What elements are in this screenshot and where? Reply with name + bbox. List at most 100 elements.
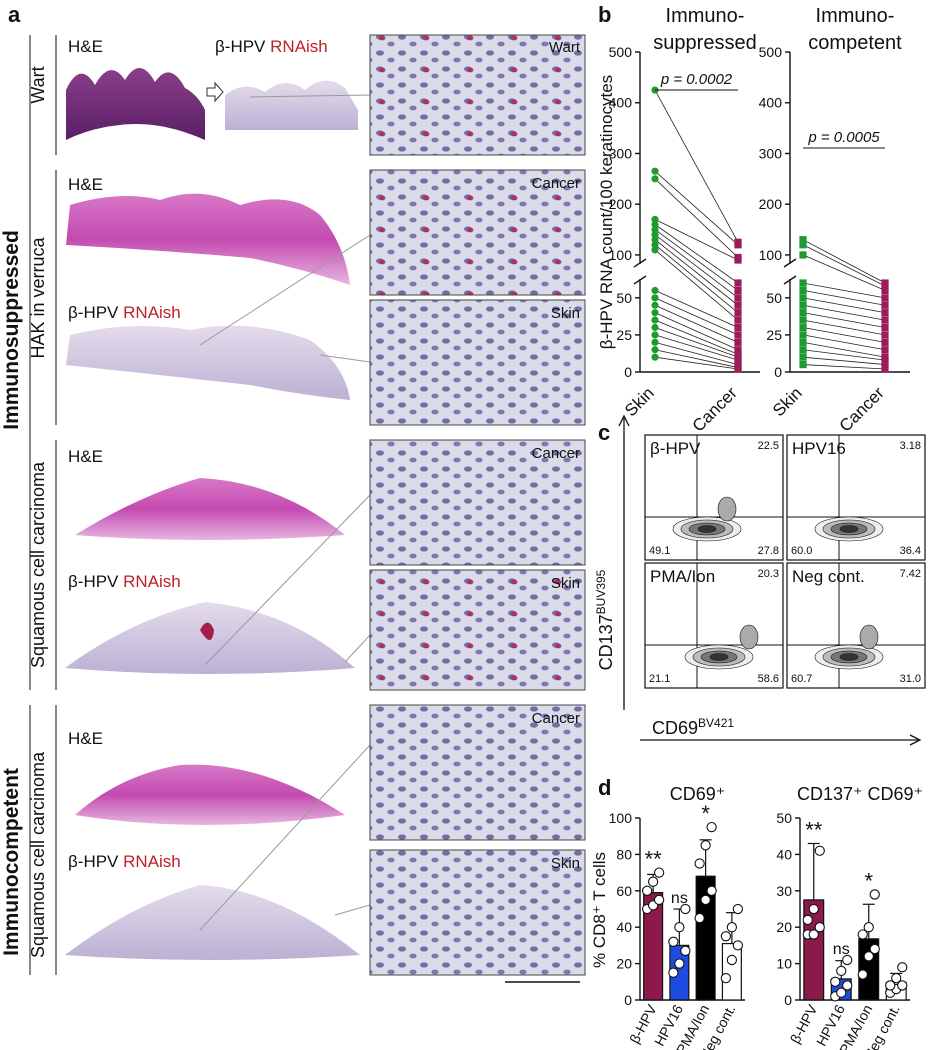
axis-break [633,258,647,268]
stain-label: β-HPV RNAish [215,37,328,56]
pair-line [654,178,739,258]
pair-line [654,334,739,361]
y-tick-label: 40 [616,919,632,935]
y-tick-label: 400 [609,95,633,111]
point [799,241,807,249]
density-contour [739,624,759,650]
flow-plot: β-HPV 22.5 49.1 27.8 [644,434,784,561]
point [734,241,742,249]
stain-text: RNAish [123,852,181,871]
point [647,876,659,887]
point [651,236,659,244]
panel-label: c [598,420,610,445]
point [734,323,742,332]
micrograph [369,34,586,156]
pair-line [802,290,886,306]
point [726,954,738,966]
plot-name: HPV16 [792,439,846,458]
point [734,365,742,373]
point [799,309,807,317]
point [734,346,742,354]
point [706,885,717,896]
stain-spot [200,622,214,640]
point [734,256,742,264]
y-axis-label: % CD8⁺ T cells [590,852,609,968]
plot-name: PMA/Ion [650,567,715,586]
point [881,323,889,332]
point [799,360,807,369]
y-tick-label: 80 [616,846,632,862]
inset-label: Skin [551,305,580,322]
point [799,294,807,302]
point [881,301,889,309]
tissue-image [65,885,360,960]
point [651,241,659,249]
point [726,922,738,933]
stain-text: RNAish [123,303,181,322]
point [651,309,659,317]
tissue-image [66,193,350,285]
row: Squamous cell carcinoma H&E β-HPV RNAish… [28,704,586,983]
density-contour [859,624,879,650]
point [799,251,807,259]
y-tick-label: 300 [609,145,633,161]
point [857,929,868,940]
point [674,922,685,933]
significance: ** [645,847,663,872]
point [881,338,889,346]
axis-label: CD69BV421 [652,716,734,738]
point [814,922,825,933]
quadrant-value: 22.5 [758,440,779,452]
point [881,356,889,364]
pair-line [654,170,739,246]
point [734,356,742,364]
pair-line [802,312,886,328]
point [651,323,659,332]
point [651,215,659,224]
row-label: Squamous cell carcinoma [28,461,48,668]
zoom-line [199,744,371,931]
stain-label: β-HPV RNAish [68,303,181,322]
quadrant-value: 27.8 [758,545,779,557]
plot-name: β-HPV [650,439,701,458]
point [802,914,813,926]
y-tick-label: 0 [774,364,782,380]
quadrant-value: 7.42 [900,568,921,580]
point [734,338,742,346]
tissue-image [75,764,345,825]
y-tick-label: 10 [776,956,792,972]
flow-plot: Neg cont. 7.42 60.7 31.0 [786,562,926,689]
y-tick-label: 30 [776,883,792,899]
quadrant-value: 49.1 [649,545,670,557]
point [799,279,807,287]
point [694,912,705,924]
chart-title: competent [808,32,902,54]
density-contour [839,525,859,533]
quadrant-value: 58.6 [758,673,779,685]
point [885,980,896,991]
group-label: Immunocompetent [0,768,23,956]
quadrant-value: 60.7 [791,673,812,685]
flow-plot: HPV16 3.18 60.0 36.4 [786,434,926,561]
micrograph [369,299,586,426]
y-tick-label: 200 [759,196,783,212]
chart-title: Immuno- [666,5,745,27]
point [869,943,880,955]
pair-line [654,341,739,365]
x-tick-label: Cancer [836,383,888,435]
pair-line [802,297,886,314]
chart-title: CD137⁺ CD69⁺ [797,784,923,804]
point [668,967,679,978]
pair-line [802,327,886,343]
tissue-image [225,80,358,130]
stain-text: RNAish [270,37,328,56]
significance: * [701,801,710,826]
point [734,279,742,287]
quadrant-value: 36.4 [900,545,921,557]
pair-line [802,239,886,284]
point [720,931,732,942]
row-label: Squamous cell carcinoma [28,751,48,958]
axis-label-sup: BUV395 [594,569,608,614]
point [651,331,659,339]
stain-label: H&E [68,447,103,466]
